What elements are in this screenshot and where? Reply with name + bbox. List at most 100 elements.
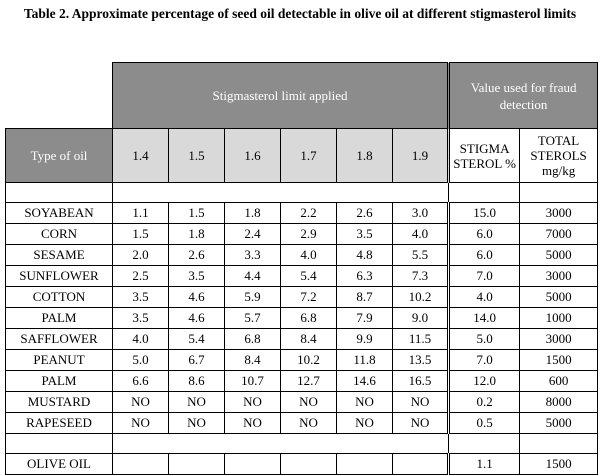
stigmasterol-percent-header: STIGMA STEROL % bbox=[447, 128, 521, 183]
percentage-cell: NO bbox=[280, 391, 337, 413]
percentage-cell: NO bbox=[336, 391, 393, 413]
total-sterols-value: 600 bbox=[519, 370, 599, 392]
percentage-cell: 3.5 bbox=[336, 223, 393, 245]
oil-name: SESAME bbox=[5, 244, 113, 266]
percentage-cell: 8.6 bbox=[168, 370, 225, 392]
total-sterols-value: 7000 bbox=[519, 223, 599, 245]
percentage-cell: 6.8 bbox=[280, 307, 337, 329]
total-sterols-value: 8000 bbox=[519, 391, 599, 413]
percentage-cell: 1.1 bbox=[112, 202, 169, 224]
percentage-cell: NO bbox=[224, 412, 281, 434]
total-sterols-value: 5000 bbox=[519, 286, 599, 308]
percentage-cell: NO bbox=[168, 412, 225, 434]
percentage-cell: 16.5 bbox=[391, 370, 450, 392]
percentage-cell: 10.2 bbox=[280, 349, 337, 371]
percentage-cell: 8.4 bbox=[280, 328, 337, 350]
stigmasterol-value: 7.0 bbox=[447, 349, 521, 371]
percentage-cell: 5.4 bbox=[168, 328, 225, 350]
limit-header: 1.4 bbox=[112, 128, 169, 183]
total-sterols-value: 1500 bbox=[519, 453, 599, 475]
percentage-cell: NO bbox=[280, 412, 337, 434]
limit-header: 1.7 bbox=[280, 128, 337, 183]
percentage-cell: 4.4 bbox=[224, 265, 281, 287]
oil-name: PALM bbox=[5, 307, 113, 329]
percentage-cell: NO bbox=[336, 412, 393, 434]
stigmasterol-value: 6.0 bbox=[447, 244, 521, 266]
percentage-cell: NO bbox=[112, 391, 169, 413]
stigmasterol-value: 4.0 bbox=[447, 286, 521, 308]
oil-name: CORN bbox=[5, 223, 113, 245]
oil-name: OLIVE OIL bbox=[5, 453, 113, 475]
stigmasterol-value: 6.0 bbox=[447, 223, 521, 245]
table-row: PALM 6.6 8.6 10.7 12.7 14.6 16.5 12.0 600 bbox=[5, 370, 599, 392]
percentage-cell: 4.6 bbox=[168, 286, 225, 308]
table-row: MUSTARD NO NO NO NO NO NO 0.2 8000 bbox=[5, 391, 599, 413]
percentage-cell: 2.6 bbox=[336, 202, 393, 224]
percentage-cell: 5.0 bbox=[112, 349, 169, 371]
stigmasterol-value: 0.5 bbox=[447, 412, 521, 434]
percentage-cell: NO bbox=[391, 412, 450, 434]
table-row: CORN 1.5 1.8 2.4 2.9 3.5 4.0 6.0 7000 bbox=[5, 223, 599, 245]
table-row: RAPESEED NO NO NO NO NO NO 0.5 5000 bbox=[5, 412, 599, 434]
group-fraud-header: Value used for fraud detection bbox=[447, 62, 599, 129]
table-row: PALM 3.5 4.6 5.7 6.8 7.9 9.0 14.0 1000 bbox=[5, 307, 599, 329]
table-row: SESAME 2.0 2.6 3.3 4.0 4.8 5.5 6.0 5000 bbox=[5, 244, 599, 266]
percentage-cell: 2.4 bbox=[224, 223, 281, 245]
table-body: SOYABEAN 1.1 1.5 1.8 2.2 2.6 3.0 15.0 3000 CORN 1.… bbox=[5, 202, 599, 434]
percentage-cell: 3.5 bbox=[112, 307, 169, 329]
percentage-cell: 3.0 bbox=[391, 202, 450, 224]
total-sterols-value: 3000 bbox=[519, 328, 599, 350]
percentage-cell: 5.4 bbox=[280, 265, 337, 287]
percentage-cell: 3.5 bbox=[112, 286, 169, 308]
percentage-cell: 7.3 bbox=[391, 265, 450, 287]
percentage-cell: 7.2 bbox=[280, 286, 337, 308]
percentage-cell: 2.5 bbox=[112, 265, 169, 287]
percentage-cell: 8.4 bbox=[224, 349, 281, 371]
percentage-cell: 1.5 bbox=[168, 202, 225, 224]
percentage-cell: 10.7 bbox=[224, 370, 281, 392]
percentage-cell: NO bbox=[168, 391, 225, 413]
oil-name: MUSTARD bbox=[5, 391, 113, 413]
olive-oil-row: OLIVE OIL 1.1 1500 bbox=[5, 453, 599, 475]
percentage-cell: 1.8 bbox=[224, 202, 281, 224]
percentage-cell: 10.2 bbox=[391, 286, 450, 308]
percentage-cell: 4.8 bbox=[336, 244, 393, 266]
percentage-cell: 4.0 bbox=[391, 223, 450, 245]
limit-header: 1.8 bbox=[336, 128, 393, 183]
percentage-cell: 4.0 bbox=[280, 244, 337, 266]
percentage-cell: 5.7 bbox=[224, 307, 281, 329]
oil-name: SUNFLOWER bbox=[5, 265, 113, 287]
table-row: SAFFLOWER 4.0 5.4 6.8 8.4 9.9 11.5 5.0 3000 bbox=[5, 328, 599, 350]
limit-header: 1.6 bbox=[224, 128, 281, 183]
percentage-cell: 9.9 bbox=[336, 328, 393, 350]
percentage-cell: 6.8 bbox=[224, 328, 281, 350]
percentage-cell: 11.5 bbox=[391, 328, 450, 350]
oil-name: PALM bbox=[5, 370, 113, 392]
percentage-cell: 2.9 bbox=[280, 223, 337, 245]
table-title: Table 2. Approximate percentage of seed … bbox=[23, 6, 577, 21]
percentage-cell: 1.8 bbox=[168, 223, 225, 245]
total-sterols-value: 5000 bbox=[519, 244, 599, 266]
percentage-cell: 4.0 bbox=[112, 328, 169, 350]
oil-name: COTTON bbox=[5, 286, 113, 308]
type-of-oil-header: Type of oil bbox=[5, 128, 113, 183]
total-sterols-value: 3000 bbox=[519, 202, 599, 224]
stigmasterol-value: 1.1 bbox=[447, 453, 521, 475]
stigmasterol-value: 7.0 bbox=[447, 265, 521, 287]
percentage-cell: 3.5 bbox=[168, 265, 225, 287]
percentage-cell: NO bbox=[224, 391, 281, 413]
percentage-cell: 5.5 bbox=[391, 244, 450, 266]
percentage-cell: 8.7 bbox=[336, 286, 393, 308]
data-table: Stigmasterol limit applied Value used fo… bbox=[5, 62, 599, 475]
percentage-cell: NO bbox=[112, 412, 169, 434]
empty-corner bbox=[5, 62, 113, 129]
table-row: SOYABEAN 1.1 1.5 1.8 2.2 2.6 3.0 15.0 3000 bbox=[5, 202, 599, 224]
limit-header: 1.5 bbox=[168, 128, 225, 183]
stigmasterol-value: 15.0 bbox=[447, 202, 521, 224]
stigmasterol-value: 12.0 bbox=[447, 370, 521, 392]
stigmasterol-value: 14.0 bbox=[447, 307, 521, 329]
table-row: PEANUT 5.0 6.7 8.4 10.2 11.8 13.5 7.0 1500 bbox=[5, 349, 599, 371]
table-row: COTTON 3.5 4.6 5.9 7.2 8.7 10.2 4.0 5000 bbox=[5, 286, 599, 308]
total-sterols-value: 1500 bbox=[519, 349, 599, 371]
percentage-cell: 2.2 bbox=[280, 202, 337, 224]
